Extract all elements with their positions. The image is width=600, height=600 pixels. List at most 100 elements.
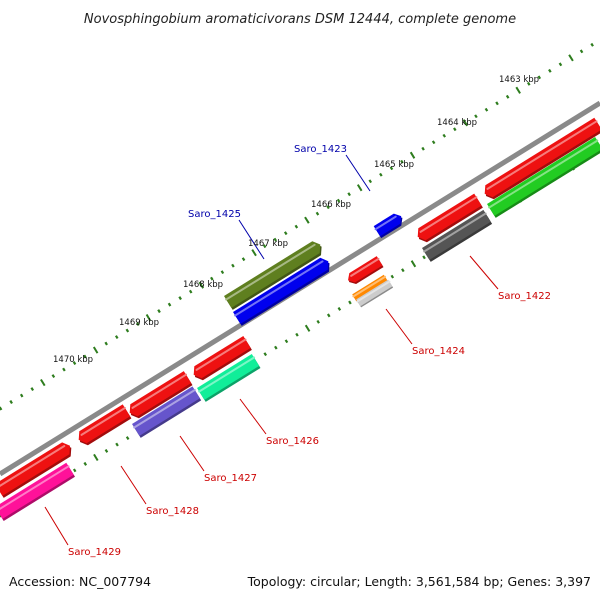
major-tick	[92, 346, 99, 354]
gene-green-ur[interactable]	[487, 137, 600, 218]
minor-tick	[19, 393, 24, 398]
gene-red-ll-upper[interactable]	[0, 442, 72, 498]
gene-red-saro-1422a[interactable]	[417, 193, 483, 243]
gene-label-saro-1428[interactable]: Saro_1428	[146, 506, 199, 517]
gene-blue-saro-1425[interactable]	[233, 257, 330, 326]
minor-tick	[125, 328, 130, 333]
minor-tick	[442, 133, 447, 138]
minor-tick	[421, 146, 425, 151]
gene-label-saro-1423[interactable]: Saro_1423	[294, 144, 347, 155]
kbp-label-1469: 1469 kbp	[119, 318, 159, 328]
gene-red-saro-1424a[interactable]	[348, 256, 384, 284]
gene-label-saro-1427[interactable]: Saro_1427	[204, 473, 257, 484]
gene-purple-saro-1427[interactable]	[132, 386, 202, 438]
minor-tick	[495, 101, 499, 106]
minor-tick	[115, 442, 119, 447]
major-tick	[409, 151, 416, 159]
kbp-label-1466: 1466 kbp	[311, 200, 351, 210]
map-title: Novosphingobium aromaticivorans DSM 1244…	[84, 12, 516, 27]
minor-tick	[368, 179, 373, 184]
leader-saro-1424	[385, 308, 413, 345]
minor-tick	[167, 302, 172, 307]
minor-tick	[51, 374, 56, 378]
minor-tick	[401, 268, 405, 273]
minor-tick	[210, 276, 214, 281]
kbp-label-1464: 1464 kbp	[437, 118, 477, 128]
minor-tick	[389, 166, 394, 171]
minor-tick	[316, 319, 320, 324]
minor-tick	[548, 68, 552, 73]
minor-tick	[526, 81, 531, 86]
gene-label-saro-1426[interactable]: Saro_1426	[266, 436, 319, 447]
gene-red-saro-1428[interactable]	[78, 404, 132, 446]
minor-tick	[125, 436, 130, 440]
minor-tick	[263, 352, 268, 357]
major-tick	[462, 119, 469, 127]
label-leader-lines	[44, 154, 499, 546]
minor-tick	[590, 42, 594, 47]
minor-tick	[579, 49, 584, 54]
minor-tick	[262, 244, 267, 249]
minor-tick	[104, 341, 108, 346]
minor-tick	[72, 361, 77, 365]
minor-tick	[558, 62, 563, 67]
gene-blue-saro-1423[interactable]	[373, 213, 403, 239]
minor-tick	[326, 205, 330, 210]
kbp-labels: 1463 kbp 1464 kbp 1465 kbp 1466 kbp 1467…	[53, 75, 539, 365]
minor-tick	[336, 198, 341, 203]
leader-saro-1425	[238, 219, 265, 260]
major-tick	[356, 184, 363, 192]
minor-tick	[537, 75, 542, 80]
kbp-label-1463: 1463 kbp	[499, 75, 539, 85]
leader-saro-1422	[469, 255, 499, 290]
minor-tick	[220, 270, 225, 275]
gene-label-saro-1422[interactable]: Saro_1422	[498, 291, 551, 302]
gene-olive-feature[interactable]	[224, 241, 322, 310]
major-tick	[251, 249, 257, 257]
gene-gray-saro-1422[interactable]	[422, 209, 493, 262]
gene-magenta-saro-1429[interactable]	[0, 462, 75, 521]
minor-tick	[114, 335, 119, 339]
major-tick	[568, 54, 574, 62]
minor-tick	[231, 263, 235, 268]
minor-tick	[326, 313, 331, 318]
kbp-label-1468: 1468 kbp	[183, 280, 223, 290]
leader-saro-1427	[179, 435, 205, 472]
minor-tick	[400, 159, 404, 164]
major-tick	[410, 260, 417, 268]
minor-tick	[9, 400, 13, 404]
minor-tick	[157, 309, 161, 314]
minor-tick	[178, 296, 182, 301]
kbp-label-1465: 1465 kbp	[374, 160, 414, 170]
leader-saro-1428	[120, 465, 147, 505]
gene-label-saro-1429[interactable]: Saro_1429	[68, 547, 121, 558]
kbp-label-1470: 1470 kbp	[53, 355, 93, 365]
leader-saro-1426	[239, 398, 267, 435]
gene-red-ur-upper[interactable]	[484, 117, 600, 200]
gene-red-saro-1426a[interactable]	[193, 336, 252, 381]
minor-tick	[241, 257, 246, 262]
minor-tick	[274, 345, 278, 350]
major-tick	[93, 453, 99, 462]
minor-tick	[295, 332, 299, 337]
major-tick	[145, 313, 152, 322]
minor-tick	[337, 307, 342, 311]
gene-label-saro-1425[interactable]: Saro_1425	[188, 209, 241, 220]
major-tick	[40, 378, 46, 387]
gene-lightgray-saro-1424[interactable]	[356, 279, 394, 308]
minor-tick	[379, 172, 383, 177]
gene-red-saro-1427a[interactable]	[129, 371, 193, 419]
accession-text: Accession: NC_007794	[9, 574, 151, 589]
kbp-label-1467: 1467 kbp	[248, 239, 288, 249]
gene-teal-saro-1426[interactable]	[197, 354, 261, 402]
gene-label-saro-1424[interactable]: Saro_1424	[412, 346, 465, 357]
gene-orange-saro-1424[interactable]	[352, 274, 389, 303]
gene-labels: Saro_1423 Saro_1425 Saro_1422 Saro_1424 …	[68, 144, 551, 558]
minor-tick	[474, 114, 478, 119]
minor-tick	[284, 339, 289, 344]
minor-tick	[431, 140, 436, 145]
minor-tick	[30, 387, 35, 391]
minor-tick	[347, 192, 351, 197]
genome-summary-text: Topology: circular; Length: 3,561,584 bp…	[247, 574, 591, 589]
